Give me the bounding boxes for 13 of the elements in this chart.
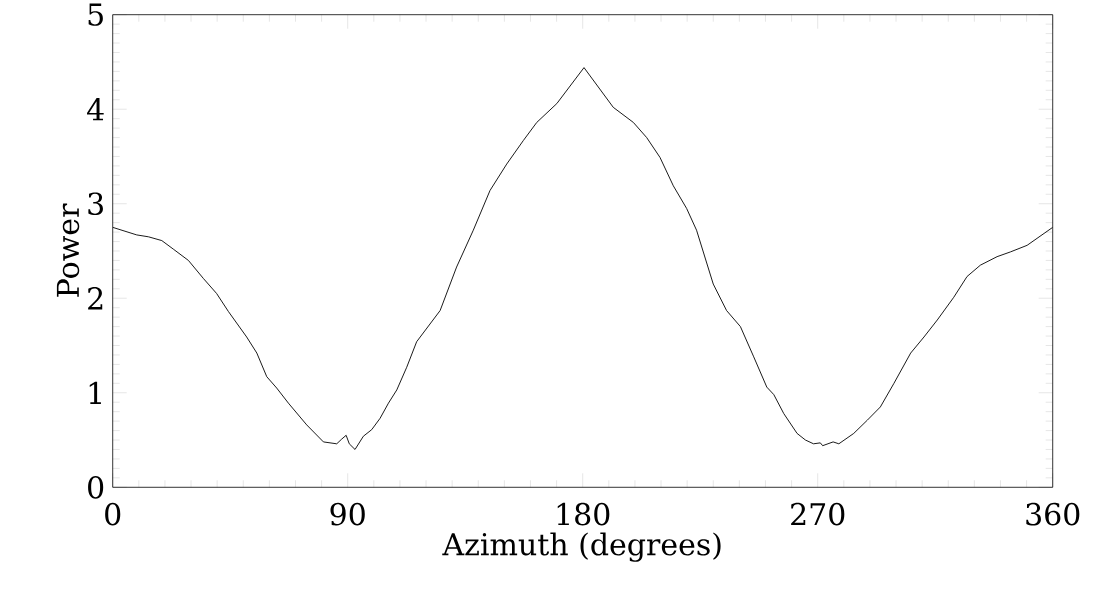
y-tick-label: 4 [87,98,104,121]
x-tick-label: 90 [330,502,365,526]
x-axis-title: Azimuth (degrees) [442,532,721,562]
y-axis-title: Power [56,203,80,297]
y-tick-label: 3 [88,192,103,216]
x-tick-label: 360 [1026,502,1080,526]
y-tick-label: 2 [88,287,103,310]
y-tick-label: 0 [88,475,104,499]
x-tick-label: 270 [791,502,845,526]
y-tick-label: 5 [88,3,103,26]
x-tick-label: 0 [105,502,121,526]
x-tick-label: 180 [557,502,610,526]
y-tick-label: 1 [89,381,101,404]
